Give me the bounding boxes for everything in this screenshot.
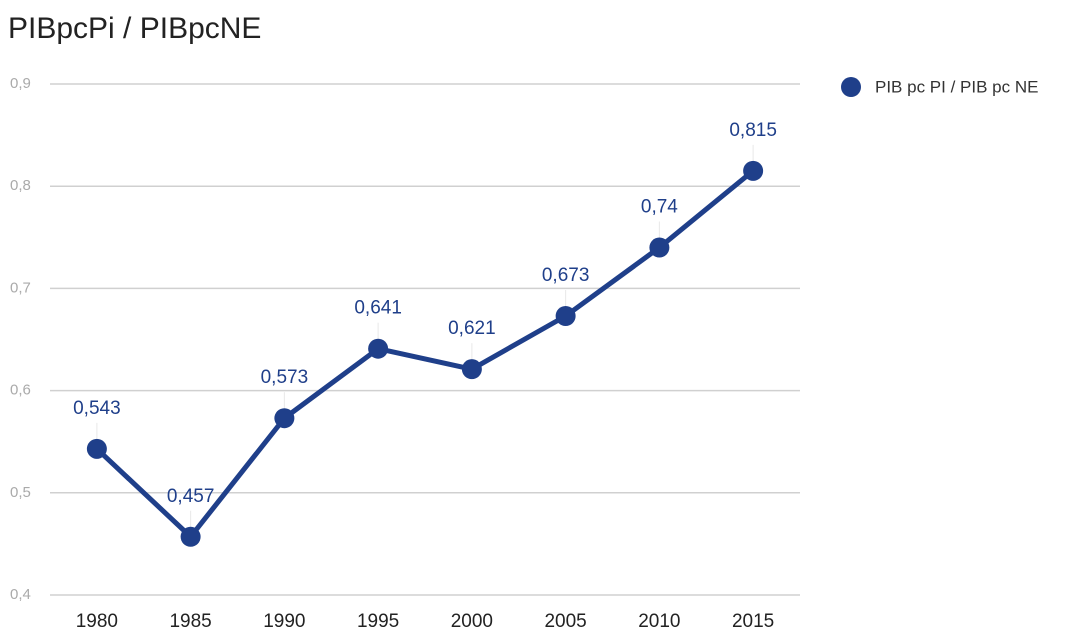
y-tick-label: 0,9 xyxy=(10,75,31,92)
x-tick-label: 2015 xyxy=(732,611,774,632)
y-tick-label: 0,8 xyxy=(10,177,31,194)
data-label: 0,621 xyxy=(448,318,496,339)
point xyxy=(180,526,201,547)
x-tick-label: 2000 xyxy=(451,611,493,632)
x-tick-label: 2005 xyxy=(544,611,586,632)
data-label: 0,673 xyxy=(542,265,590,286)
x-tick-label: 1985 xyxy=(169,611,211,632)
data-label: 0,543 xyxy=(73,398,121,419)
x-tick-label: 1980 xyxy=(76,611,118,632)
point xyxy=(86,438,107,459)
y-tick-label: 0,4 xyxy=(10,586,31,603)
point xyxy=(368,338,389,359)
x-tick-label: 2010 xyxy=(638,611,680,632)
point xyxy=(743,160,764,181)
data-label: 0,457 xyxy=(167,486,215,507)
x-tick-label: 1995 xyxy=(357,611,399,632)
legend-marker xyxy=(841,77,861,97)
data-label: 0,815 xyxy=(729,120,777,141)
point xyxy=(649,237,670,258)
legend-label: PIB pc PI / PIB pc NE xyxy=(875,77,1038,96)
point xyxy=(461,359,482,380)
point xyxy=(555,305,576,326)
data-label: 0,573 xyxy=(261,367,309,388)
x-tick-label: 1990 xyxy=(263,611,305,632)
y-tick-label: 0,7 xyxy=(10,279,31,296)
point xyxy=(274,408,295,429)
data-label: 0,641 xyxy=(354,298,402,319)
chart-title: PIBpcPi / PIBpcNE xyxy=(8,12,261,45)
y-tick-label: 0,5 xyxy=(10,484,31,501)
data-label: 0,74 xyxy=(641,197,678,218)
line xyxy=(95,168,755,540)
y-tick-label: 0,6 xyxy=(10,382,31,399)
